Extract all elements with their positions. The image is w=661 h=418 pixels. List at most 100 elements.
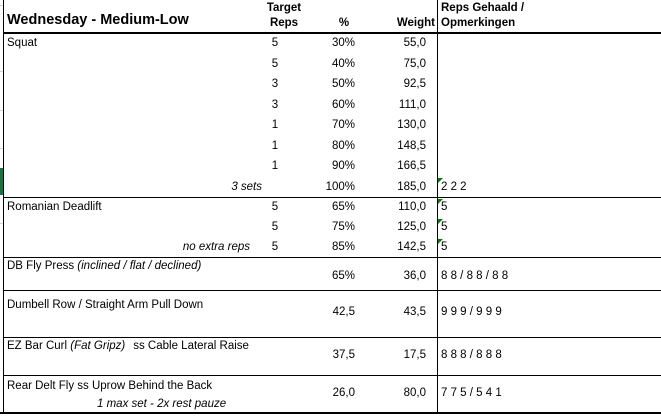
percent-cell[interactable]: 37,5 [332,349,355,361]
reps-achieved-cell[interactable]: 8 8 8 / 8 8 8 [441,349,502,361]
cell-comment-flag-icon [438,239,443,244]
percent-cell[interactable]: 75% [331,220,355,233]
target-reps-cell[interactable]: 1 [271,139,279,152]
reps-achieved-cell[interactable]: 8 8 / 8 8 / 8 8 [441,270,509,282]
reps-achieved-cell[interactable]: 5 [441,201,448,213]
table-row[interactable]: EZ Bar Curl (Fat Gripz) ss Cable Lateral … [0,339,661,353]
percent-cell[interactable]: 85% [331,240,355,253]
section-border [3,290,661,291]
cell-comment-flag-icon [438,178,443,183]
weight-cell[interactable]: 36,0 [403,270,426,282]
weight-cell[interactable]: 92,5 [403,78,426,90]
percent-cell[interactable]: 60% [331,98,355,111]
table-row[interactable]: 42,5 43,5 9 9 9 / 9 9 9 [0,304,661,320]
weight-cell[interactable]: 43,5 [403,306,426,318]
header-underline [3,32,661,34]
target-reps-cell[interactable]: 5 [271,37,279,49]
table-row[interactable]: 5 75% 125,0 5 [0,218,661,238]
table-left-border [3,0,4,414]
table-row[interactable]: 1 80% 148,5 [0,136,661,157]
weight-cell[interactable]: 185,0 [397,180,426,193]
sheet-title[interactable]: Wednesday - Medium-Low [7,12,189,28]
weight-cell[interactable]: 166,5 [397,160,426,172]
percent-cell[interactable]: 90% [331,160,355,172]
table-row[interactable]: Rear Delt Fly ss Uprow Behind the Back [0,379,661,393]
set-note: 3 sets [231,180,262,193]
percent-cell[interactable]: 50% [331,78,355,90]
table-row[interactable]: 65% 36,0 8 8 / 8 8 / 8 8 [0,268,661,284]
table-row[interactable]: 3 sets 100% 185,0 2 2 2 [0,177,661,198]
weight-cell[interactable]: 55,0 [403,37,426,49]
percent-cell[interactable]: 80% [331,139,355,152]
weight-cell[interactable]: 148,5 [397,139,426,152]
set-note: no extra reps [182,240,250,253]
target-reps-cell[interactable]: 5 [271,220,279,233]
column-header-target-reps[interactable]: Target Reps [266,2,302,29]
reps-achieved-cell[interactable]: 5 [441,240,448,253]
percent-cell[interactable]: 42,5 [332,306,355,318]
gridline [0,148,3,149]
table-row[interactable]: 26,0 80,0 7 7 5 / 5 4 1 [0,385,661,401]
table-row[interactable]: Squat 5 30% 55,0 [0,33,661,54]
gridline [0,71,3,72]
percent-cell[interactable]: 65% [331,270,355,282]
table-row[interactable]: no extra reps 5 85% 142,5 5 [0,238,661,258]
exercise-name[interactable]: DB Fly Press (inclined / flat / declined… [7,260,202,272]
table-row[interactable]: Romanian Deadlift 5 65% 110,0 5 [0,198,661,218]
reps-column-border [437,0,438,414]
weight-cell[interactable]: 75,0 [403,57,426,70]
table-row[interactable]: 3 50% 92,5 [0,74,661,95]
exercise-name[interactable]: Rear Delt Fly ss Uprow Behind the Back [7,380,213,392]
reps-achieved-cell[interactable]: 7 7 5 / 5 4 1 [441,387,502,399]
weight-cell[interactable]: 110,0 [398,201,426,213]
green-filled-cell[interactable] [0,168,3,195]
target-reps-cell[interactable]: 1 [271,160,279,172]
set-note: 1 max set - 2x rest pauze [97,398,227,410]
table-row[interactable]: 3 60% 111,0 [0,95,661,116]
weight-cell[interactable]: 130,0 [397,119,426,131]
percent-cell[interactable]: 70% [331,119,355,131]
weight-cell[interactable]: 17,5 [403,349,426,361]
gridline [0,5,3,6]
table-bottom-border [0,412,661,414]
percent-cell[interactable]: 100% [325,180,355,193]
exercise-name[interactable]: Romanian Deadlift [7,201,102,213]
column-header-reps-achieved[interactable]: Reps Gehaald / Opmerkingen [441,2,525,29]
table-row[interactable]: 37,5 17,5 8 8 8 / 8 8 8 [0,347,661,363]
target-reps-cell[interactable]: 3 [271,98,279,111]
exercise-name[interactable]: EZ Bar Curl (Fat Gripz) ss Cable Lateral … [7,340,249,352]
table-row: 1 max set - 2x rest pauze [0,397,661,411]
exercise-name[interactable]: Squat [7,37,38,49]
target-reps-cell[interactable]: 3 [271,78,279,90]
percent-cell[interactable]: 65% [331,201,355,213]
percent-cell[interactable]: 40% [331,57,355,70]
weight-cell[interactable]: 125,0 [397,220,426,233]
column-header-percent[interactable]: % [338,17,350,29]
weight-cell[interactable]: 142,5 [397,240,426,253]
gridline [0,110,3,111]
percent-cell[interactable]: 26,0 [332,387,355,399]
target-reps-cell[interactable]: 5 [271,240,279,253]
weight-cell[interactable]: 111,0 [398,98,426,111]
reps-achieved-cell[interactable]: 2 2 2 [441,180,467,193]
target-reps-cell[interactable]: 5 [271,201,279,213]
table-row[interactable]: DB Fly Press (inclined / flat / declined… [0,258,661,274]
target-reps-cell[interactable]: 5 [271,57,279,70]
target-reps-cell[interactable]: 1 [271,119,279,131]
section-border [3,337,661,338]
table-row[interactable]: Dumbell Row / Straight Arm Pull Down [0,297,661,313]
section-border [3,257,661,258]
reps-achieved-cell[interactable]: 9 9 9 / 9 9 9 [441,306,502,318]
cell-comment-flag-icon [438,199,443,204]
exercise-name[interactable]: Dumbell Row / Straight Arm Pull Down [7,299,204,311]
reps-achieved-cell[interactable]: 5 [441,220,448,233]
weight-cell[interactable]: 80,0 [403,387,426,399]
gridline [0,223,3,224]
table-row[interactable]: 1 70% 130,0 [0,115,661,136]
table-row[interactable]: 1 90% 166,5 [0,156,661,177]
percent-cell[interactable]: 30% [331,37,355,49]
column-header-weight[interactable]: Weight [396,17,435,29]
table-row[interactable]: 5 40% 75,0 [0,54,661,75]
cell-comment-flag-icon [438,219,443,224]
